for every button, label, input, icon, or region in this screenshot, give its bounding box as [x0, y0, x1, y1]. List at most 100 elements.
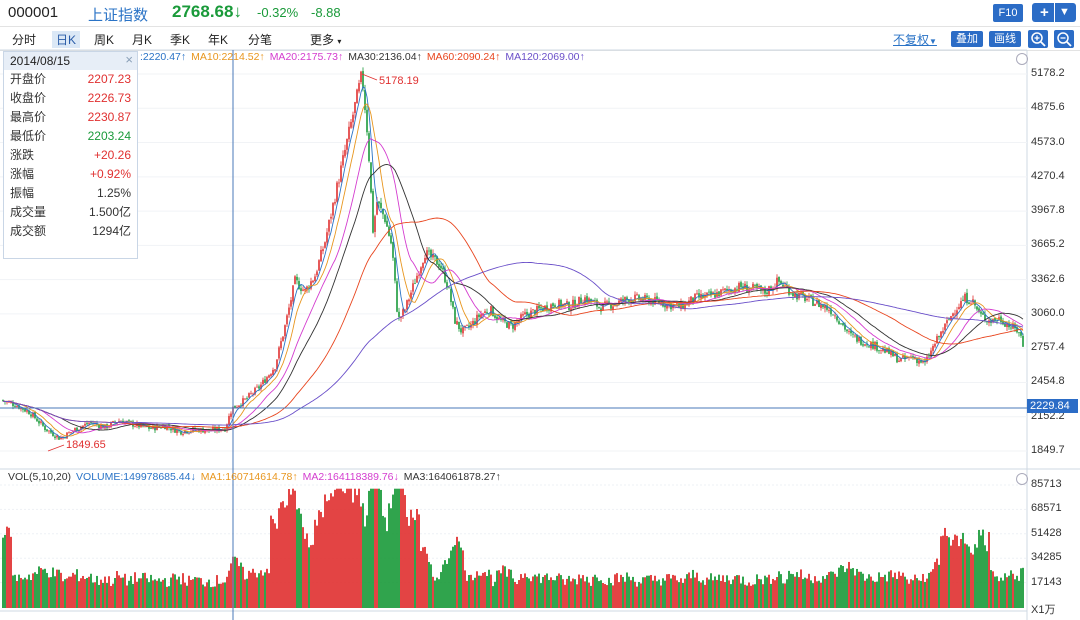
volume-bar — [340, 488, 342, 608]
candle-body — [780, 281, 782, 284]
tab-yearly-k[interactable]: 年K — [208, 33, 229, 47]
low-marker-line — [47, 444, 65, 452]
zoom-out-button[interactable] — [1054, 30, 1074, 48]
close-icon[interactable]: × — [125, 52, 133, 67]
volume-bar — [780, 574, 782, 608]
tab-intraday[interactable]: 分时 — [12, 33, 37, 47]
candle-body — [294, 276, 296, 285]
volume-bar — [384, 517, 386, 608]
zoom-in-button[interactable] — [1028, 30, 1048, 48]
volume-bar — [538, 573, 540, 608]
candle-body — [436, 256, 438, 265]
volume-bar — [476, 571, 478, 608]
candle-body — [494, 315, 496, 318]
legend-item: :2220.47↑ — [140, 51, 187, 63]
candle-body — [766, 292, 768, 294]
f10-button[interactable]: F10 — [993, 4, 1023, 22]
candle-body — [900, 358, 902, 362]
volume-settings-gear-icon[interactable] — [1016, 473, 1028, 485]
volume-bar — [262, 575, 264, 608]
candle-body — [966, 292, 968, 304]
candle-body — [526, 311, 528, 315]
volume-bar — [722, 575, 724, 608]
volume-bar — [608, 577, 610, 608]
volume-bar — [244, 579, 246, 608]
candle-body — [24, 409, 26, 412]
volume-bar — [124, 573, 126, 608]
candle-body — [256, 386, 258, 388]
candle-body — [778, 276, 780, 282]
tab-more[interactable]: 更多 ▾ — [310, 33, 342, 47]
candle-body — [890, 350, 892, 355]
candle-body — [218, 426, 220, 432]
volume-bar — [128, 580, 130, 608]
volume-bar — [648, 575, 650, 608]
volume-bar — [764, 575, 766, 608]
volume-bar — [546, 573, 548, 608]
volume-bar — [940, 536, 942, 608]
candle-body — [728, 290, 730, 292]
volume-bar — [444, 560, 446, 608]
price-settings-gear-icon[interactable] — [1016, 53, 1028, 65]
volume-bar — [248, 570, 250, 608]
volume-tick-label: 17143 — [1031, 575, 1062, 588]
volume-bar — [460, 547, 462, 608]
volume-bar — [134, 572, 136, 608]
candle-body — [414, 283, 416, 285]
volume-bar — [454, 545, 456, 608]
volume-bar — [640, 583, 642, 608]
candle-body — [342, 155, 344, 166]
candle-body — [826, 305, 828, 310]
candle-body — [896, 353, 898, 363]
volume-bar — [860, 571, 862, 608]
volume-bar — [852, 568, 854, 608]
tab-weekly-k[interactable]: 周K — [94, 33, 115, 47]
candle-body — [70, 431, 72, 433]
candle-body — [250, 393, 252, 395]
info-row: 成交量 1.500亿 — [4, 203, 137, 222]
volume-bar — [650, 574, 652, 608]
candle-body — [204, 430, 206, 433]
candle-body — [174, 427, 176, 433]
volume-bar — [446, 563, 448, 608]
volume-bar — [774, 580, 776, 608]
candle-body — [416, 275, 418, 283]
volume-bar — [462, 550, 464, 608]
volume-bar — [42, 569, 44, 608]
candle-body — [642, 298, 644, 302]
overlay-button[interactable]: 叠加 — [951, 31, 983, 47]
volume-bar — [656, 581, 658, 608]
volume-bar — [302, 527, 304, 608]
high-annotation: 5178.19 — [379, 75, 419, 87]
draw-line-button[interactable]: 画线 — [989, 31, 1021, 47]
candle-body — [110, 422, 112, 428]
candle-body — [440, 265, 442, 269]
tab-quarterly-k[interactable]: 季K — [170, 33, 191, 47]
adjust-select[interactable]: 不复权▼ — [893, 33, 937, 47]
chevron-down-icon: ▼ — [929, 37, 937, 46]
volume-bar — [910, 579, 912, 608]
volume-bar — [166, 586, 168, 608]
candle-body — [38, 420, 40, 424]
volume-bar — [114, 577, 116, 608]
volume-bar — [410, 509, 412, 608]
tab-daily-k[interactable]: 日K — [52, 31, 81, 48]
volume-bar — [424, 546, 426, 608]
candle-body — [192, 427, 194, 431]
volume-bar — [914, 574, 916, 608]
price-tick-label: 3967.8 — [1031, 204, 1065, 217]
tab-monthly-k[interactable]: 月K — [132, 33, 153, 47]
candle-body — [952, 313, 954, 317]
stock-name[interactable]: 上证指数 — [88, 7, 149, 24]
volume-bar — [1018, 580, 1020, 608]
candle-body — [252, 393, 254, 395]
volume-legend: VOL(5,10,20) VOLUME:149978685.44↓ MA1:1607… — [8, 471, 506, 483]
volume-bar — [572, 578, 574, 608]
tab-ticks[interactable]: 分笔 — [248, 33, 273, 47]
candle-body — [96, 423, 98, 425]
volume-bar — [926, 578, 928, 608]
add-watchlist-button[interactable]: + ▼ — [1032, 3, 1076, 22]
volume-bar — [612, 585, 614, 608]
volume-bar — [226, 576, 228, 608]
